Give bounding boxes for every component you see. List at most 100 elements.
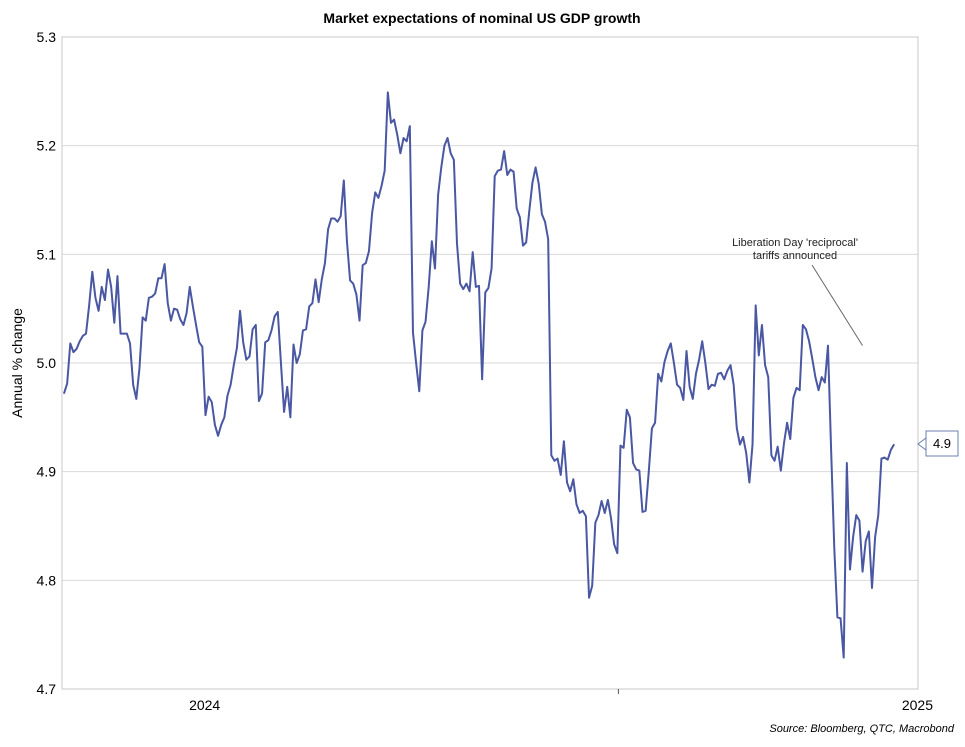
data-point	[707, 388, 710, 390]
data-point	[66, 383, 68, 385]
data-point	[893, 443, 895, 446]
data-point	[456, 242, 458, 245]
data-point	[824, 381, 826, 384]
data-point	[786, 422, 788, 424]
x-axis: 2024 2025	[189, 689, 933, 713]
data-point	[186, 312, 188, 314]
data-point	[280, 362, 282, 364]
data-point	[437, 193, 439, 196]
data-point	[632, 462, 634, 464]
y-axis: 4.7 4.8 4.9 5.0 5.1 5.2 5.3	[37, 29, 57, 697]
data-point	[135, 398, 137, 400]
data-point	[402, 137, 405, 139]
data-point	[148, 297, 150, 299]
data-point	[154, 292, 156, 295]
data-point	[720, 372, 722, 374]
data-point	[91, 271, 93, 273]
data-point	[415, 362, 417, 364]
x-tick-label: 2025	[902, 697, 933, 713]
data-point	[255, 324, 257, 326]
y-tick-label: 5.2	[37, 138, 57, 154]
data-point	[233, 364, 235, 366]
data-point	[308, 305, 310, 308]
data-point	[739, 443, 741, 446]
data-point	[110, 286, 112, 288]
data-point	[877, 514, 879, 516]
data-point	[623, 447, 625, 449]
data-point	[270, 329, 273, 331]
data-point	[657, 373, 659, 375]
data-point	[613, 543, 615, 546]
y-tick-label: 4.7	[37, 681, 57, 697]
data-point	[406, 140, 408, 142]
data-point	[384, 170, 386, 172]
data-point	[833, 547, 835, 549]
data-point	[629, 416, 631, 418]
data-point	[434, 267, 436, 270]
data-point	[695, 373, 697, 375]
data-point	[814, 376, 817, 378]
data-point	[865, 540, 867, 542]
data-point	[349, 279, 351, 282]
data-point	[94, 297, 97, 299]
data-point	[129, 342, 131, 345]
data-point	[220, 424, 222, 426]
source-note: Source: Bloomberg, QTC, Macrobond	[769, 723, 955, 735]
data-point	[638, 469, 640, 472]
data-point	[792, 397, 794, 399]
data-point	[839, 617, 842, 619]
data-point	[362, 264, 364, 266]
data-point	[777, 446, 779, 448]
data-point	[75, 348, 78, 350]
data-point	[673, 362, 675, 364]
data-point	[575, 503, 578, 505]
data-point	[751, 443, 754, 446]
data-point	[119, 333, 122, 335]
data-point	[113, 322, 115, 324]
data-point	[465, 283, 468, 285]
data-point	[538, 183, 540, 185]
data-point	[107, 268, 109, 271]
data-point	[528, 210, 530, 212]
data-point	[764, 364, 766, 366]
data-point	[157, 277, 159, 279]
data-point	[490, 267, 493, 270]
data-point	[299, 353, 301, 355]
data-point	[475, 286, 477, 288]
data-point	[211, 401, 213, 403]
x-tick-label: 2024	[189, 697, 220, 713]
data-point	[736, 427, 738, 429]
data-point	[261, 392, 263, 395]
annotation-text-line-2: tariffs announced	[753, 250, 837, 262]
data-point	[173, 308, 175, 310]
data-point	[462, 288, 464, 290]
data-point	[717, 373, 719, 375]
data-point	[711, 384, 713, 386]
data-point	[682, 399, 684, 401]
data-point	[572, 478, 574, 480]
data-point	[142, 316, 144, 318]
data-point	[616, 552, 618, 554]
data-point	[525, 241, 527, 243]
data-point	[607, 499, 609, 501]
data-point	[346, 240, 348, 242]
data-point	[745, 452, 747, 454]
data-point	[242, 341, 244, 343]
data-point	[497, 170, 499, 172]
data-point	[82, 335, 84, 337]
data-point	[773, 460, 776, 462]
data-point	[836, 616, 839, 618]
data-point	[541, 213, 543, 215]
data-point	[192, 305, 194, 308]
data-point	[201, 346, 203, 348]
y-axis-label: Annual % change	[9, 308, 25, 418]
data-point	[827, 345, 829, 347]
data-point	[648, 471, 650, 473]
plot-frame	[61, 36, 919, 690]
data-point	[519, 216, 521, 218]
data-point	[324, 262, 326, 264]
data-point	[560, 474, 562, 476]
data-point	[283, 411, 285, 413]
data-point	[343, 179, 345, 182]
